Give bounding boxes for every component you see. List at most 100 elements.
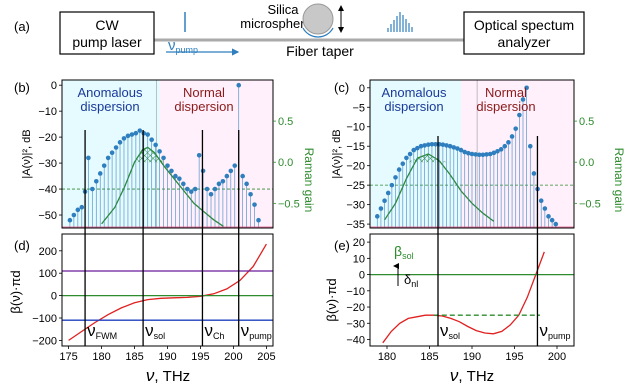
ytick-label: 20 [353,237,365,249]
spectrum-point [382,198,387,204]
spectrum-point [153,142,158,148]
ytick-label: −30 [38,158,57,170]
ytick-label: 100 [39,268,57,280]
position-arrow-heads [338,5,344,33]
ytick-label: 0 [359,83,365,95]
pump-nu: νpump [168,37,198,55]
spectrum-point [415,145,420,151]
spectrum-point [440,142,446,147]
xlabel-e: ν, THz [450,366,494,385]
ytick-label: −10 [346,286,365,298]
cw-pump-laser-box [59,11,155,55]
delta-nl-label: δnl [404,272,418,289]
spectrum-point [244,181,249,187]
spectrum-point [105,155,111,161]
raman-tick-label: 0.5 [579,116,594,128]
spectrum-point [455,146,460,151]
spectrum-point [378,206,384,211]
xtick-label: 205 [257,351,275,363]
spectrum-point [192,186,198,192]
ytick-label: 200 [39,246,57,258]
xtick-label: 175 [59,351,77,363]
series-line-0 [68,243,267,341]
ytick-label: −20 [38,132,57,144]
spectrum-point [133,130,139,136]
spectrum-point [236,82,242,88]
spectrum-point [125,133,131,139]
xtick-label: 200 [548,351,566,363]
spectrum-point [462,149,468,155]
ytick-label: −30 [346,318,365,330]
raman-gain-label-b: Raman gain [302,148,316,213]
anomalous-label-b2: dispersion [80,99,139,114]
anomalous-label-c2: dispersion [384,99,443,114]
spectrum-point [538,198,544,204]
spectrum-point [476,152,482,158]
xlabel-d: ν, THz [146,366,190,385]
ytick-label: −10 [346,122,365,134]
osa-label-line1: Optical spectum [474,17,574,33]
ytick-label: −15 [346,141,365,153]
spectrum-point [240,173,245,179]
spectrum-point [531,171,537,176]
spectrum-point [157,149,162,154]
spectrum-point [407,151,413,157]
microsphere-label-line2: microsphere [240,16,312,31]
xtick-label: 185 [420,351,438,363]
spectrum-point [542,206,548,211]
xtick-label: 195 [505,351,523,363]
ylabel-e: β(ν)·πd [324,278,339,321]
spectrum-point [169,168,174,174]
spectrum-point [484,152,489,157]
ytick-label: −25 [346,180,365,192]
osa-label-line2: analyzer [498,34,551,50]
spectrum-point [173,173,178,179]
laser-label-line2: pump laser [72,34,142,50]
spectrum-point [196,152,202,158]
spectrum-point [487,151,493,157]
anomalous-label-b1: Anomalous [77,85,143,100]
normal-label-b2: dispersion [174,99,233,114]
spectrum-point [506,140,511,145]
frequency-marker-label: νsol [145,321,165,341]
spectrum-point [422,143,427,148]
xtick-label: 195 [191,351,209,363]
spectrum-point [513,126,519,131]
microsphere-circulation-arc [302,27,334,38]
spectrum-point [117,140,123,145]
spectrum-point [385,190,391,196]
spectrum-point [165,163,170,168]
spectrum-point [473,152,478,157]
ytick-label: 10 [353,253,365,265]
xtick-label: 185 [125,351,143,363]
spectrum-point [145,132,151,137]
ytick-label: 0 [51,291,57,303]
spectrum-point [224,173,230,179]
microsphere-circle [302,3,334,35]
spectrum-point [121,136,127,141]
spectrum-point [67,217,73,223]
xtick-label: 190 [158,351,176,363]
raman-gain-label-c: Raman gain [612,148,626,213]
spectrum-point [79,204,85,210]
frequency-marker-label: νCh [204,321,224,341]
panel-a-schematic: (a) CW pump laser νpump Silica microsphe… [14,2,585,59]
spectrum-point [113,145,119,150]
axes-frame-c [369,79,575,229]
spectrum-point [509,134,515,139]
raman-tick-label: −0.5 [278,198,300,210]
ytick-label: −50 [38,210,57,222]
spectrum-point [137,128,143,133]
panel-label-d: (d) [14,238,30,253]
spectrum-point [86,155,91,161]
spectrum-point [177,176,182,181]
spectrum-point [447,143,453,149]
xtick-label: 200 [224,351,242,363]
microsphere-label-line1: Silica [267,2,299,17]
spectrum-point [502,143,508,149]
spectrum-point [252,202,257,207]
ytick-label: 0 [359,270,365,282]
panel-e: (e) β(ν)·πd 20 10 0 −10 −20 −30 −40 180 185 190 1… [324,136,575,385]
spectrum-point [220,178,226,184]
